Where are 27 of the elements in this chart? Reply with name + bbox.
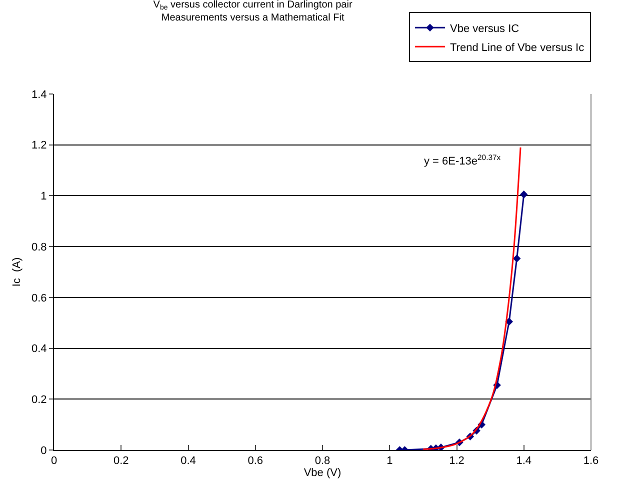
y-tick-label: 0.2 xyxy=(32,394,47,406)
chart-subtitle: Measurements versus a Mathematical Fit xyxy=(161,12,344,24)
x-tick-label: 1 xyxy=(386,455,393,468)
x-tick-label: 1.4 xyxy=(516,455,532,468)
y-tick-label: 1.4 xyxy=(32,88,47,101)
x-tick-label: 1.6 xyxy=(583,455,599,468)
x-tick-label: 1.2 xyxy=(449,455,464,468)
chart-title: V$_{be}$ versus collector current in Darlington pair xyxy=(153,0,353,12)
line-series xyxy=(422,146,522,450)
legend-label: Trend Line of Vbe versus Ic xyxy=(450,42,585,54)
point xyxy=(520,190,528,198)
x-tick-label: 0.6 xyxy=(248,455,264,468)
x-tick-label: 0.2 xyxy=(113,455,129,468)
y-tick-label: 0.6 xyxy=(32,292,47,304)
y-tick-label: 0.4 xyxy=(32,343,47,356)
y-tick-label: 1 xyxy=(40,190,47,203)
x-tick-label: 0 xyxy=(50,455,58,468)
x-axis-title: Vbe (V) xyxy=(304,467,342,480)
x-tick-label: 0.4 xyxy=(180,455,196,468)
y-tick-label: 1.2 xyxy=(32,140,47,152)
y-tick-label: 0 xyxy=(40,444,47,457)
point xyxy=(512,254,521,262)
x-tick-label: 0.8 xyxy=(314,455,330,468)
y-axis-title: Ic (A) xyxy=(11,257,24,287)
y-tick-label: 0.8 xyxy=(32,241,47,254)
annotation: y = 6E-13e$^{20.37x}$ xyxy=(424,153,501,168)
legend-label: Vbe versus IC xyxy=(450,22,520,35)
